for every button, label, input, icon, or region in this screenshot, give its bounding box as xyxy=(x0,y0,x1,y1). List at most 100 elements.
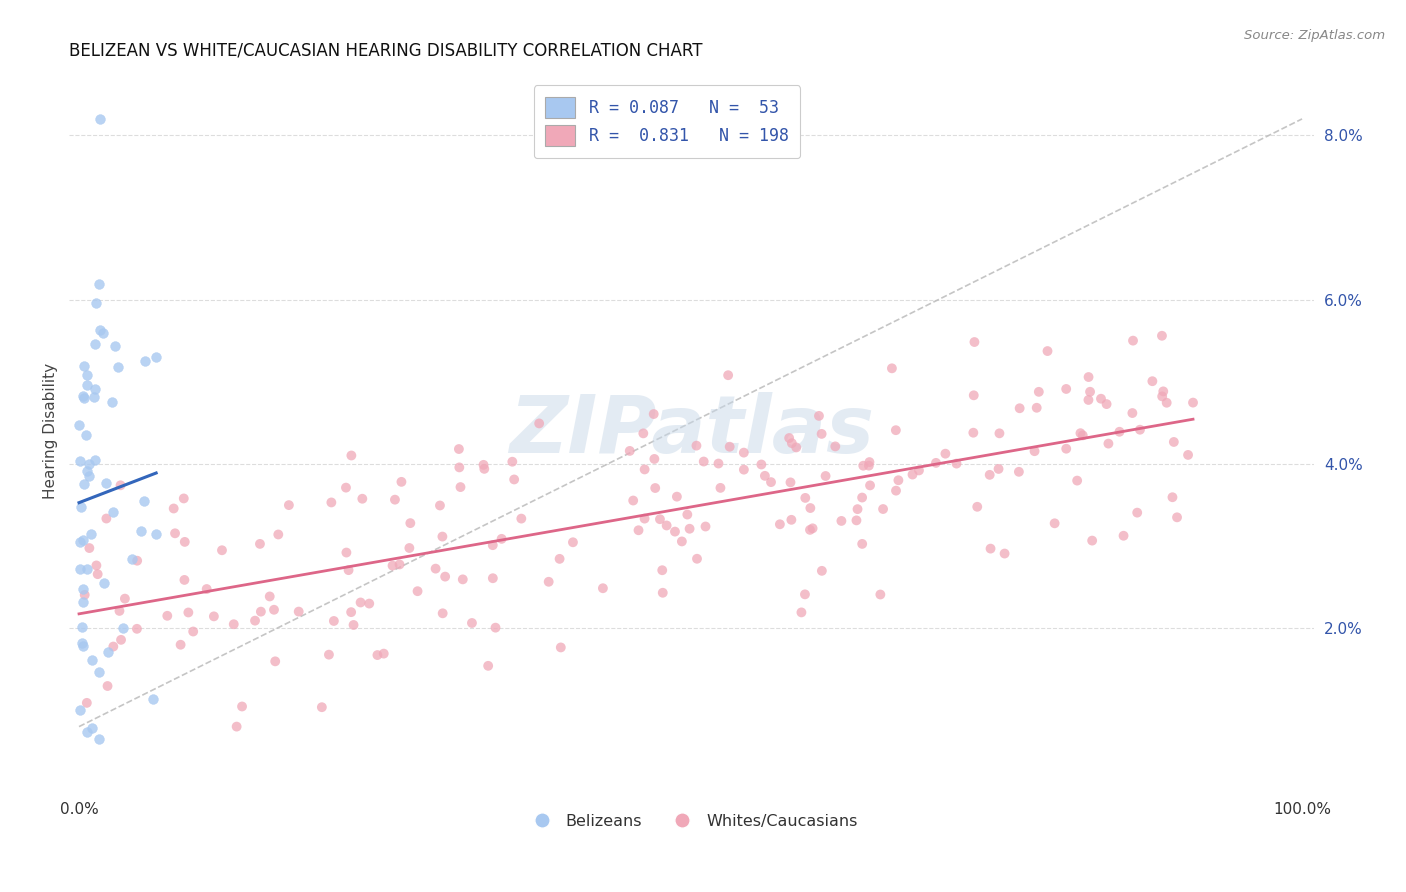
Point xyxy=(225,720,247,734)
Point xyxy=(277,498,299,512)
Point xyxy=(169,638,191,652)
Point xyxy=(373,647,395,661)
Point xyxy=(94,476,117,491)
Point xyxy=(72,636,94,650)
Y-axis label: Hearing Disability: Hearing Disability xyxy=(44,363,58,499)
Point xyxy=(1152,384,1174,399)
Point xyxy=(852,458,875,473)
Point xyxy=(86,296,108,310)
Point xyxy=(1008,465,1031,479)
Point xyxy=(859,478,882,492)
Point xyxy=(980,541,1002,556)
Point xyxy=(901,467,924,482)
Point xyxy=(86,567,108,582)
Point xyxy=(342,618,364,632)
Point xyxy=(481,538,503,552)
Point xyxy=(318,648,340,662)
Point xyxy=(69,535,91,549)
Point xyxy=(482,571,505,585)
Point xyxy=(84,452,107,467)
Point xyxy=(887,473,910,487)
Point xyxy=(156,608,179,623)
Point xyxy=(125,622,148,636)
Point xyxy=(484,621,506,635)
Point xyxy=(794,587,817,601)
Point xyxy=(173,535,195,549)
Point xyxy=(671,534,693,549)
Text: ZIPatlas: ZIPatlas xyxy=(509,392,875,470)
Point xyxy=(114,591,136,606)
Point xyxy=(1142,374,1164,388)
Point xyxy=(69,453,91,467)
Point xyxy=(988,426,1011,441)
Point xyxy=(619,444,641,458)
Point xyxy=(250,605,273,619)
Point xyxy=(263,603,285,617)
Point xyxy=(963,388,986,402)
Point xyxy=(349,595,371,609)
Point xyxy=(84,336,107,351)
Point xyxy=(472,458,495,472)
Point xyxy=(86,558,108,573)
Point xyxy=(107,360,129,375)
Point xyxy=(1121,406,1143,420)
Point xyxy=(434,569,457,583)
Point xyxy=(101,395,124,409)
Point xyxy=(129,524,152,538)
Point xyxy=(104,339,127,353)
Point xyxy=(1166,510,1188,524)
Point xyxy=(779,475,801,490)
Point xyxy=(633,426,655,441)
Point xyxy=(101,505,124,519)
Point xyxy=(1025,401,1047,415)
Point xyxy=(87,277,110,292)
Point xyxy=(195,582,218,596)
Point xyxy=(72,533,94,548)
Point xyxy=(733,445,755,459)
Point xyxy=(145,350,167,364)
Point xyxy=(391,475,413,489)
Point xyxy=(884,483,907,498)
Point xyxy=(1122,334,1144,348)
Point xyxy=(110,632,132,647)
Legend: Belizeans, Whites/Caucasians: Belizeans, Whites/Caucasians xyxy=(520,807,865,835)
Point xyxy=(872,502,894,516)
Point xyxy=(643,407,665,421)
Point xyxy=(527,417,550,431)
Point xyxy=(1078,384,1101,399)
Point xyxy=(322,614,344,628)
Point xyxy=(695,519,717,533)
Point xyxy=(80,526,103,541)
Point xyxy=(1156,396,1178,410)
Point xyxy=(1077,392,1099,407)
Point xyxy=(858,458,880,473)
Point xyxy=(366,648,388,662)
Point xyxy=(84,382,107,396)
Point xyxy=(1163,434,1185,449)
Point xyxy=(794,491,817,505)
Point xyxy=(450,480,472,494)
Point xyxy=(134,493,156,508)
Text: BELIZEAN VS WHITE/CAUCASIAN HEARING DISABILITY CORRELATION CHART: BELIZEAN VS WHITE/CAUCASIAN HEARING DISA… xyxy=(69,42,703,60)
Point xyxy=(177,606,200,620)
Point xyxy=(869,587,891,601)
Point xyxy=(72,639,94,653)
Point xyxy=(75,428,97,442)
Point xyxy=(425,561,447,575)
Point xyxy=(780,513,803,527)
Point xyxy=(108,604,131,618)
Point xyxy=(966,500,988,514)
Point xyxy=(335,481,357,495)
Point xyxy=(142,692,165,706)
Point xyxy=(477,658,499,673)
Point xyxy=(163,501,186,516)
Point xyxy=(76,464,98,478)
Point xyxy=(73,359,96,373)
Point xyxy=(359,597,381,611)
Point xyxy=(1129,423,1152,437)
Point xyxy=(1095,397,1118,411)
Point xyxy=(103,640,125,654)
Point xyxy=(1150,328,1173,343)
Point xyxy=(1081,533,1104,548)
Point xyxy=(979,467,1001,482)
